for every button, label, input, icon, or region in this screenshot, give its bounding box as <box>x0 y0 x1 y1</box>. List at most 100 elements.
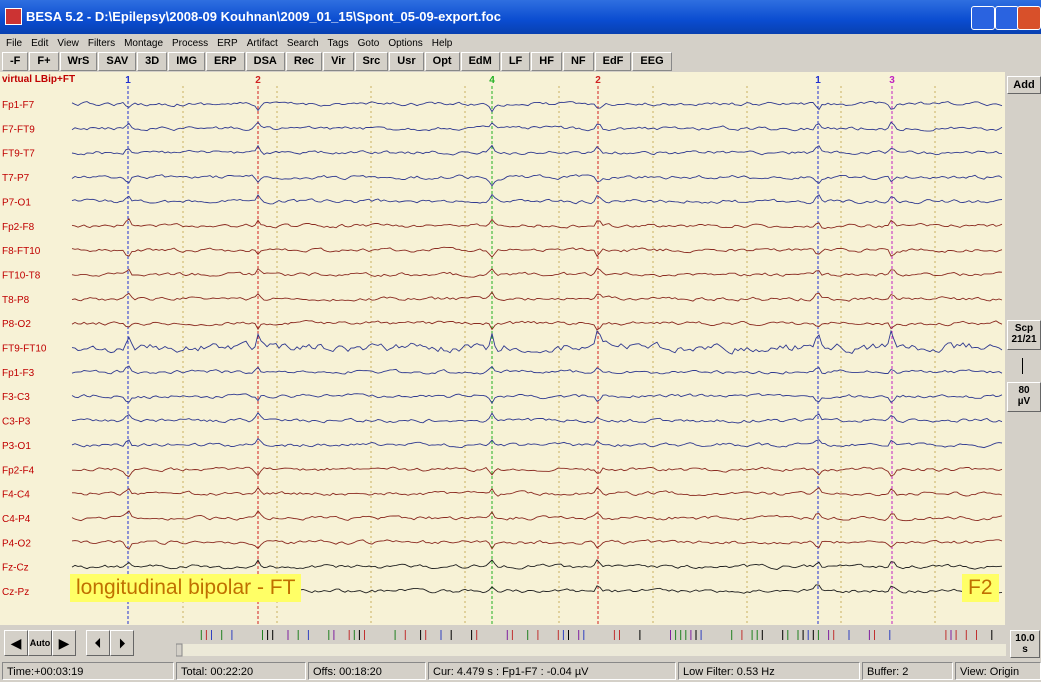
toolbar-button[interactable]: NF <box>562 52 594 71</box>
channel-label: T7-P7 <box>2 173 30 184</box>
eeg-trace <box>71 319 1003 331</box>
montage-overlay: longitudinal bipolar - FT <box>70 574 302 602</box>
status-field: Cur: 4.479 s : Fp1-F7 : -0.04 µV <box>428 662 676 680</box>
eeg-trace <box>71 412 1003 424</box>
title-bar: BESA 5.2 - D:\Epilepsy\2008-09 Kouhnan\2… <box>0 0 1041 34</box>
eeg-trace <box>71 174 1003 187</box>
scroll-thumb[interactable] <box>176 643 183 657</box>
channel-label: FT10-T8 <box>2 270 41 281</box>
eeg-trace <box>72 466 1003 478</box>
toolbar-button[interactable]: F+ <box>29 52 59 71</box>
eeg-trace <box>71 193 1003 205</box>
eeg-trace <box>71 218 1003 229</box>
channel-label: Fp2-F4 <box>2 465 35 476</box>
toolbar-button[interactable]: Vir <box>323 52 354 71</box>
eeg-trace <box>71 101 1003 113</box>
montage-label: virtual LBip+FT <box>2 74 75 85</box>
menu-item[interactable]: File <box>6 37 23 49</box>
menu-bar: File Edit View Filters Montage Process ERP Arti… <box>0 35 1041 51</box>
toolbar-button[interactable]: WrS <box>59 52 98 71</box>
eeg-trace <box>71 267 1003 278</box>
channel-label: Fp1-F7 <box>2 100 35 111</box>
menu-item[interactable]: ERP <box>217 37 238 49</box>
eeg-trace <box>71 437 1003 449</box>
menu-item[interactable]: Search <box>286 37 319 49</box>
eeg-trace <box>71 559 1003 570</box>
prev-button[interactable]: ◀ <box>4 630 28 656</box>
scale-bar <box>1022 358 1023 374</box>
scale-unit: µV <box>1017 396 1031 407</box>
page-unit: s <box>1022 644 1028 655</box>
channel-label: Fp2-F8 <box>2 222 35 233</box>
status-bar: Time:+00:03:19 Total: 00:22:20 Offs: 00:18… <box>0 662 1041 682</box>
app-icon <box>5 8 22 25</box>
toolbar-button[interactable]: LF <box>500 52 531 71</box>
channel-label: P7-O1 <box>2 197 31 208</box>
maximize-button[interactable] <box>995 6 1019 30</box>
toolbar-button[interactable]: SAV <box>98 52 137 71</box>
page-button[interactable]: 10.0 s <box>1010 630 1040 658</box>
eeg-view: virtual LBip+FT 1 2 4 2 1 3 Fp1-F7 F7-FT9 FT9-T7… <box>0 72 1005 625</box>
menu-item[interactable]: View <box>57 37 79 49</box>
menu-item[interactable]: Filters <box>87 37 116 49</box>
scope-count: 21/21 <box>1011 334 1037 345</box>
toolbar-button[interactable]: Usr <box>389 52 424 71</box>
channel-label: Cz-Pz <box>2 587 29 598</box>
toolbar-button[interactable]: 3D <box>137 52 168 71</box>
first-button[interactable]: ⏴ <box>86 630 110 656</box>
page-value: 10.0 <box>1015 633 1035 644</box>
status-field: Time:+00:03:19 <box>2 662 174 680</box>
menu-item[interactable]: Artifact <box>246 37 278 49</box>
toolbar-button[interactable]: Src <box>354 52 389 71</box>
channel-label: F7-FT9 <box>2 124 35 135</box>
toolbar-button[interactable]: IMG <box>168 52 206 71</box>
toolbar-button[interactable]: EdM <box>460 52 500 71</box>
minimize-button[interactable] <box>971 6 995 30</box>
eeg-trace <box>71 121 1003 132</box>
menu-item[interactable]: Options <box>388 37 423 49</box>
status-field: Offs: 00:18:20 <box>308 662 426 680</box>
channel-label: Fz-Cz <box>2 563 29 574</box>
toolbar-button[interactable]: Rec <box>285 52 323 71</box>
eeg-trace <box>71 539 1003 550</box>
marker-label: 2 <box>595 75 601 86</box>
status-field: Low Filter: 0.53 Hz <box>678 662 860 680</box>
scale-value: 80 <box>1018 385 1030 396</box>
eeg-trace <box>71 365 1003 375</box>
status-field: View: Origin <box>955 662 1041 680</box>
last-button[interactable]: ⏵ <box>110 630 134 656</box>
marker-label: 2 <box>255 75 261 86</box>
scroll-track[interactable] <box>176 628 1006 658</box>
toolbar-button[interactable]: Opt <box>424 52 460 71</box>
toolbar-button[interactable]: ERP <box>206 52 245 71</box>
channel-label: P3-O1 <box>2 441 31 452</box>
scope-label: Scp <box>1014 323 1034 334</box>
add-button[interactable]: Add <box>1007 76 1041 94</box>
menu-item[interactable]: Process <box>172 37 209 49</box>
toolbar-button[interactable]: HF <box>531 52 562 71</box>
eeg-trace <box>71 393 1003 404</box>
menu-item[interactable]: Goto <box>357 37 380 49</box>
status-field: Total: 00:22:20 <box>176 662 306 680</box>
toolbar-button[interactable]: EEG <box>632 52 672 71</box>
channel-label: FT9-FT10 <box>2 344 47 355</box>
eeg-trace <box>71 291 1003 302</box>
menu-item[interactable]: Help <box>431 37 453 49</box>
menu-item[interactable]: Edit <box>31 37 49 49</box>
toolbar-button[interactable]: -F <box>2 52 29 71</box>
channel-label: F3-C3 <box>2 392 30 403</box>
scope-button[interactable]: Scp 21/21 <box>1007 320 1041 350</box>
auto-button[interactable]: Auto <box>28 630 52 656</box>
channel-label: P4-O2 <box>2 538 31 549</box>
window-title: BESA 5.2 - D:\Epilepsy\2008-09 Kouhnan\2… <box>26 9 501 24</box>
scale-button[interactable]: 80 µV <box>1007 382 1041 412</box>
menu-item[interactable]: Tags <box>327 37 349 49</box>
toolbar-button[interactable]: EdF <box>594 52 632 71</box>
toolbar-button[interactable]: DSA <box>245 52 285 71</box>
next-button[interactable]: ▶ <box>52 630 76 656</box>
channel-label: Fp1-F3 <box>2 368 35 379</box>
menu-item[interactable]: Montage <box>124 37 164 49</box>
close-button[interactable] <box>1017 6 1041 30</box>
marker-label: 3 <box>889 75 895 86</box>
